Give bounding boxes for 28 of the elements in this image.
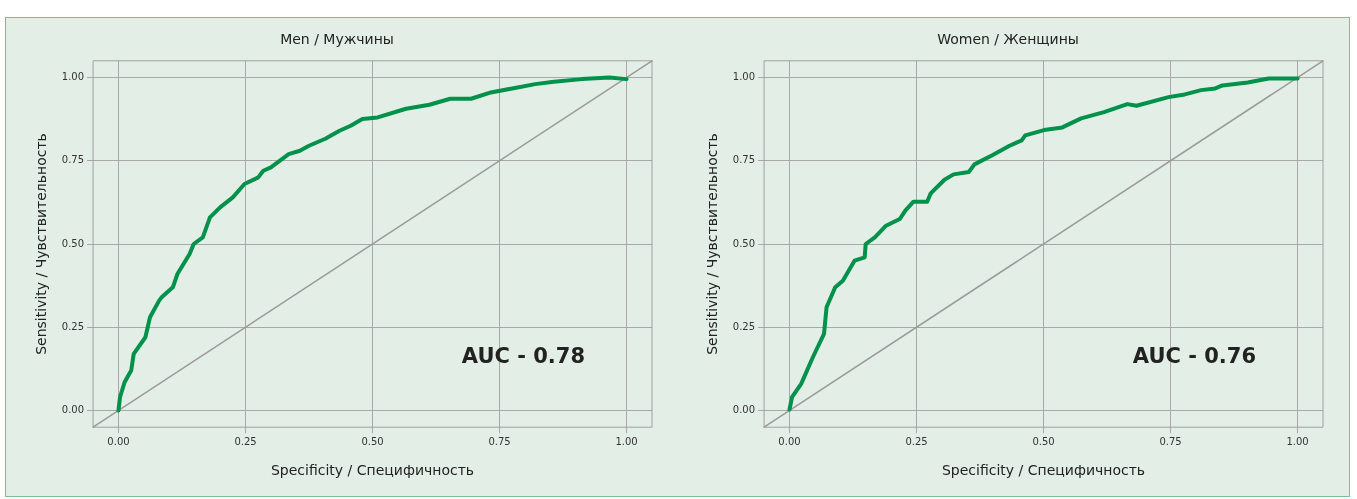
y-tick-label: 1.00 [733, 71, 756, 83]
x-axis-title: Specificity / Специфичность [942, 462, 1146, 479]
y-tick-label: 1.00 [61, 71, 84, 83]
y-axis-title: Sensitivity / Чувствительность [32, 133, 49, 355]
annotation: AUC - 0.78 [461, 344, 585, 369]
chart-title: Women / Женщины [937, 31, 1080, 48]
y-tick-label: 0.50 [61, 237, 84, 249]
y-tick-label: 0.00 [61, 404, 84, 416]
x-tick-label: 0.75 [488, 435, 511, 447]
annotation: AUC - 0.76 [1133, 344, 1257, 369]
y-tick-label: 0.75 [61, 154, 84, 166]
x-tick-label: 0.50 [1032, 435, 1055, 447]
x-tick-label: 1.00 [1286, 435, 1309, 447]
x-axis-title: Specificity / Специфичность [270, 462, 474, 479]
y-tick-label: 0.25 [733, 320, 756, 332]
y-tick-label: 0.00 [733, 404, 756, 416]
y-axis-title: Sensitivity / Чувствительность [704, 133, 721, 355]
x-tick-label: 0.00 [107, 435, 130, 447]
x-tick-label: 0.25 [905, 435, 928, 447]
y-tick-label: 0.50 [733, 237, 756, 249]
x-tick-label: 0.25 [234, 435, 257, 447]
y-tick-label: 0.75 [733, 154, 756, 166]
y-tick-label: 0.25 [61, 320, 84, 332]
x-tick-label: 0.75 [1159, 435, 1182, 447]
x-tick-label: 1.00 [615, 435, 638, 447]
chart-title: Men / Мужчины [279, 31, 394, 48]
x-tick-label: 0.00 [778, 435, 801, 447]
x-tick-label: 0.50 [361, 435, 384, 447]
